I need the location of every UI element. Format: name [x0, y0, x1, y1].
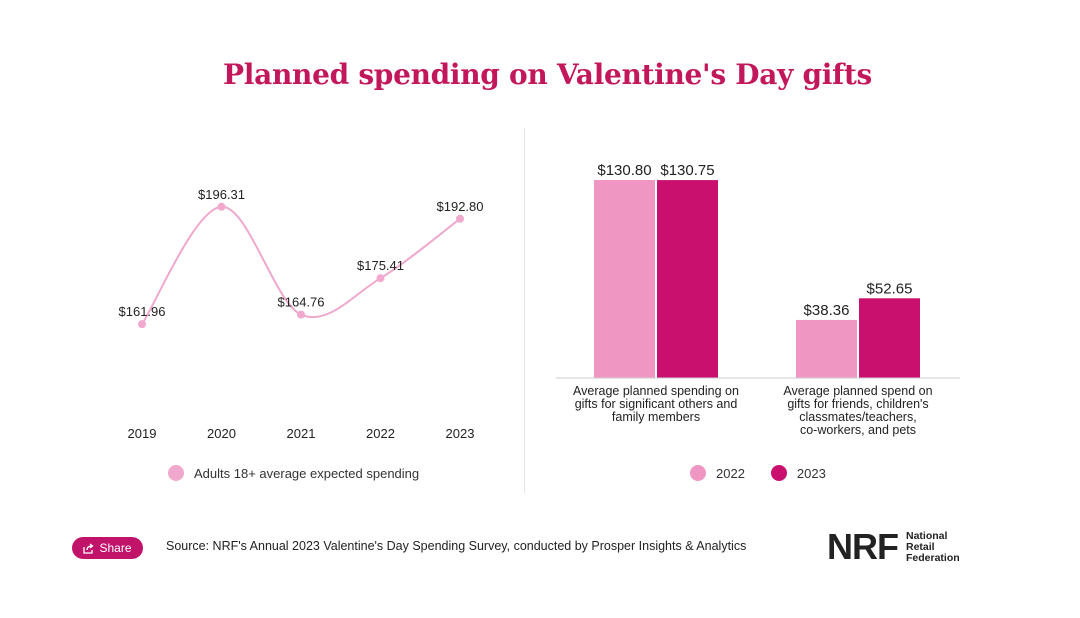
share-button[interactable]: Share: [72, 537, 143, 559]
category-label-line: gifts for significant others and: [575, 397, 738, 411]
legend-label-2023: 2023: [796, 465, 826, 481]
panel-divider: [524, 128, 525, 493]
legend-swatch-adults: [168, 465, 184, 481]
category-label-line: Average planned spend on: [783, 384, 932, 398]
bar-value-label: $130.80: [597, 162, 651, 179]
share-icon: [83, 542, 95, 554]
bar-value-label: $130.75: [660, 162, 714, 179]
data-label: $175.41: [357, 258, 404, 273]
legend-swatch-2022: [690, 465, 706, 481]
x-tick-label: 2021: [287, 426, 316, 441]
category-label-line: co-workers, and pets: [800, 423, 916, 437]
bar-value-label: $38.36: [804, 302, 850, 319]
bar-legend: 2022 2023: [690, 465, 826, 481]
bar: [657, 180, 718, 378]
bar-value-label: $52.65: [867, 280, 913, 297]
bar: [796, 319, 857, 378]
data-label: $196.31: [198, 187, 245, 202]
share-label: Share: [99, 541, 132, 555]
legend-swatch-2023: [770, 465, 787, 481]
bar: [594, 180, 655, 378]
series-line: [141, 205, 461, 325]
logo-word: Federation: [906, 551, 960, 564]
data-point: [297, 310, 305, 319]
line-legend: Adults 18+ average expected spending: [168, 465, 419, 481]
data-label: $192.80: [437, 199, 484, 214]
category-label-line: Average planned spending on: [573, 384, 739, 398]
category-label-line: family members: [612, 410, 700, 424]
category-label-line: gifts for friends, children's: [787, 397, 928, 411]
data-label: $164.76: [278, 295, 325, 310]
x-tick-label: 2019: [128, 426, 157, 441]
chart-title: Planned spending on Valentine's Day gift…: [223, 58, 872, 91]
x-tick-label: 2022: [366, 426, 395, 441]
logo-word: Retail: [906, 540, 935, 553]
logo-mark: NRF: [827, 526, 899, 567]
legend-item-adults: Adults 18+ average expected spending: [168, 465, 419, 481]
data-point: [138, 320, 146, 329]
category-label: Average planned spending on gifts for sig…: [573, 384, 739, 424]
bar: [859, 298, 920, 378]
logo-words: National Retail Federation: [906, 529, 960, 564]
bar-chart: $130.80 $130.75 $38.36 $52.65 Average planne…: [556, 162, 960, 437]
legend-item-2023: 2023: [770, 465, 826, 481]
line-chart: $161.96 2019 $196.31 2020 $164.76 2021 $175.41…: [119, 187, 484, 441]
x-tick-label: 2023: [446, 426, 475, 441]
nrf-logo: NRF National Retail Federation: [827, 529, 960, 565]
logo-word: National: [906, 529, 948, 542]
category-label-line: classmates/teachers,: [799, 410, 916, 424]
data-point: [456, 214, 464, 223]
data-label: $161.96: [119, 304, 166, 319]
source-note: Source: NRF's Annual 2023 Valentine's Da…: [166, 539, 747, 553]
data-point: [217, 202, 226, 211]
category-label: Average planned spend on gifts for friend…: [783, 384, 932, 437]
x-tick-label: 2020: [207, 426, 236, 441]
legend-item-2022: 2022: [690, 465, 745, 481]
data-point: [376, 274, 385, 283]
legend-label-adults: Adults 18+ average expected spending: [194, 465, 420, 481]
legend-label-2022: 2022: [716, 465, 745, 481]
